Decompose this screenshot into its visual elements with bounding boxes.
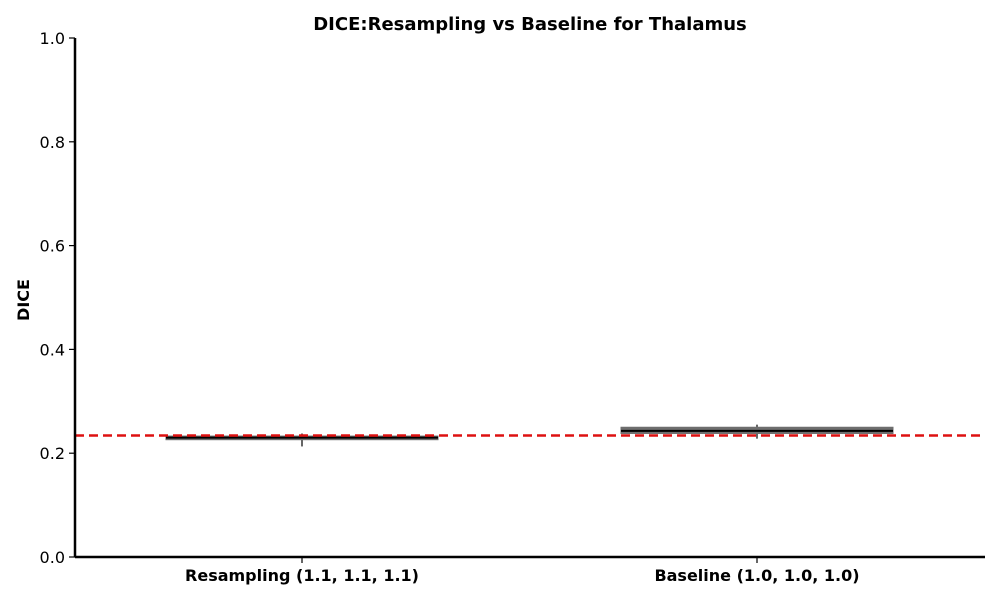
chart-title: DICE:Resampling vs Baseline for Thalamus <box>313 14 747 35</box>
y-axis-ticks: 0.0 0.2 0.4 0.6 0.8 1.0 <box>40 29 75 567</box>
x-axis-ticks: Resampling (1.1, 1.1, 1.1) Baseline (1.0,… <box>185 557 860 585</box>
y-tick-label: 0.0 <box>40 548 65 567</box>
y-tick-label: 0.8 <box>40 133 65 152</box>
x-tick-label: Resampling (1.1, 1.1, 1.1) <box>185 566 419 585</box>
y-tick-label: 0.4 <box>40 340 65 359</box>
x-tick-label: Baseline (1.0, 1.0, 1.0) <box>654 566 859 585</box>
y-axis-label: DICE <box>14 279 33 321</box>
y-tick-label: 1.0 <box>40 29 65 48</box>
y-tick-label: 0.6 <box>40 237 65 256</box>
y-tick-label: 0.2 <box>40 444 65 463</box>
